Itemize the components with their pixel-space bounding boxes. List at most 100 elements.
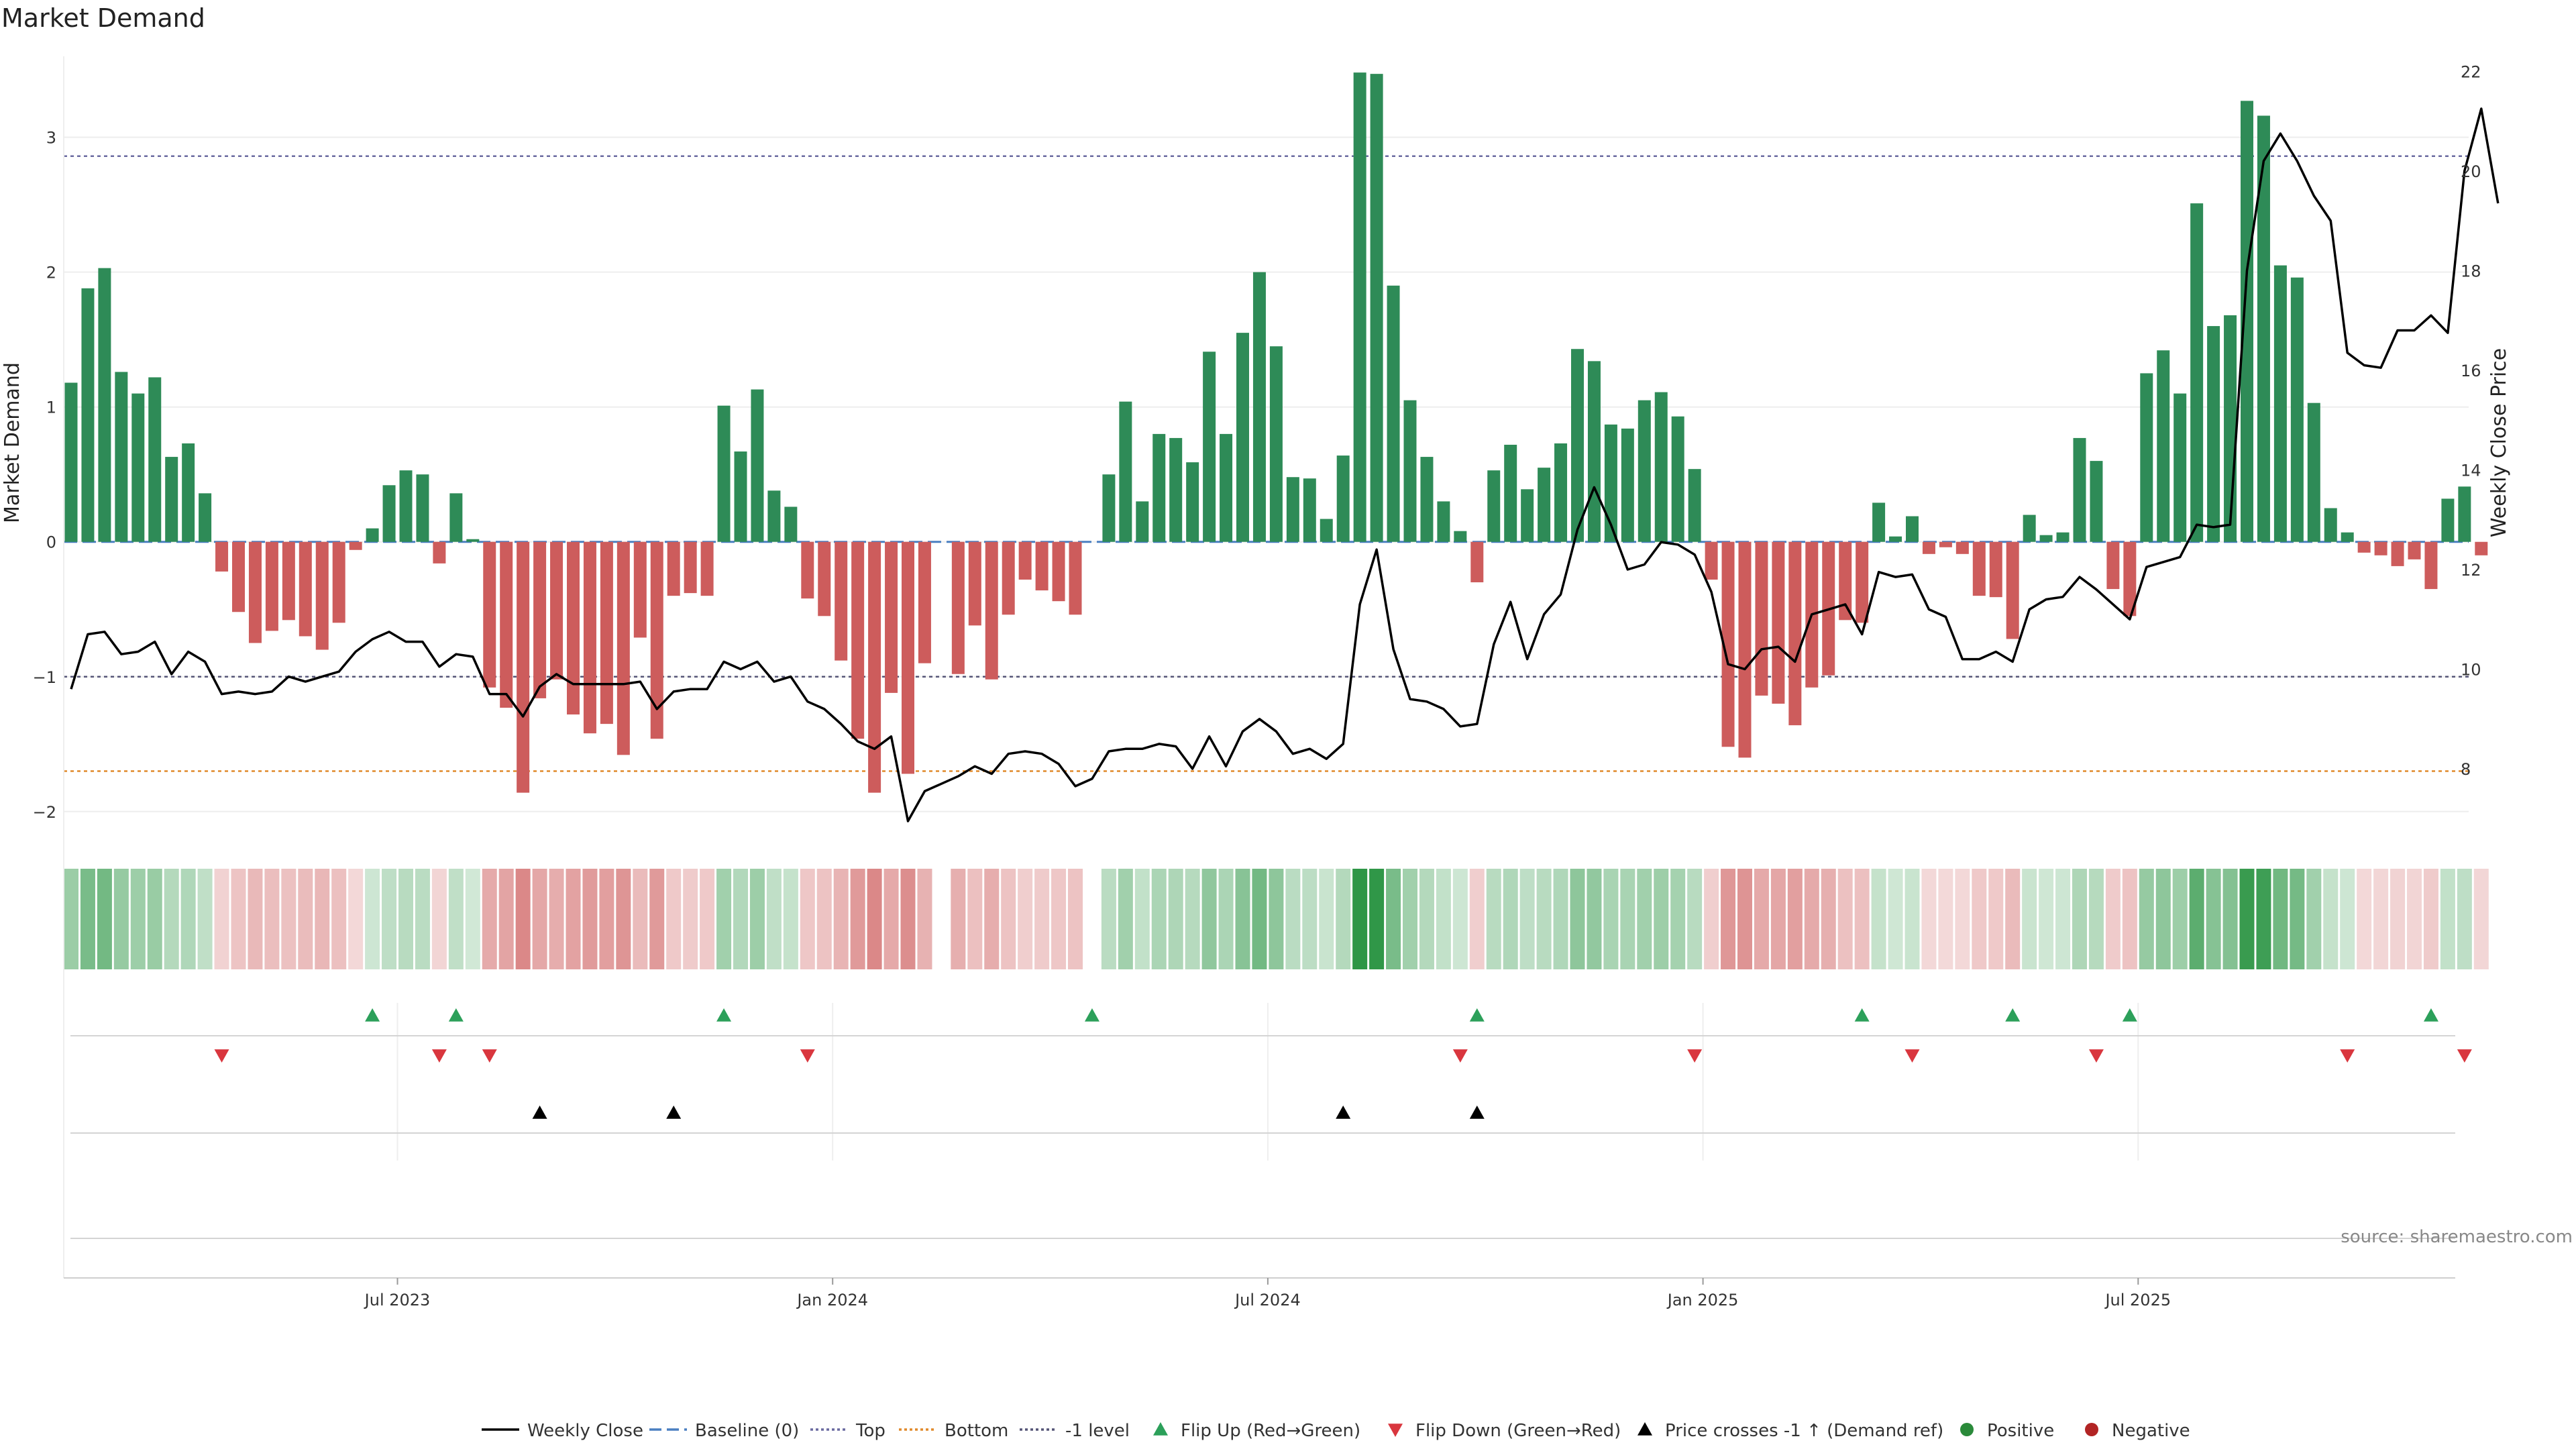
legend-label: Weekly Close	[527, 1421, 643, 1441]
demand-bar	[248, 541, 262, 643]
demand-bar	[851, 541, 865, 739]
demand-bar	[1989, 541, 2002, 598]
demand-bar	[1353, 72, 1366, 542]
heat-cell	[180, 869, 196, 969]
heat-cell	[248, 869, 263, 969]
demand-bar	[985, 541, 998, 680]
demand-bar	[2290, 277, 2304, 542]
left-tick-label: −2	[33, 803, 56, 822]
heat-cell	[515, 869, 531, 969]
flip-up-marker	[2005, 1008, 2021, 1022]
heat-cell	[2407, 869, 2422, 969]
legend-item: Weekly Close	[482, 1421, 643, 1441]
demand-bar	[2207, 326, 2220, 542]
heat-cell	[900, 869, 916, 969]
demand-bar	[700, 541, 714, 596]
demand-heat-strip	[64, 869, 2489, 969]
heat-cell	[1302, 869, 1318, 969]
demand-bar	[199, 493, 212, 542]
demand-bar	[1454, 531, 1467, 542]
demand-bar	[1788, 541, 1802, 726]
demand-bar	[1554, 443, 1568, 542]
demand-bar	[1102, 474, 1116, 542]
heat-cell	[315, 869, 330, 969]
heat-cell	[1068, 869, 1083, 969]
heat-cell	[1637, 869, 1652, 969]
demand-bar	[2006, 541, 2019, 639]
heat-cell	[2357, 869, 2372, 969]
demand-bar	[751, 389, 764, 542]
heat-cell	[348, 869, 364, 969]
demand-bar	[633, 541, 647, 638]
heat-cell	[97, 869, 112, 969]
demand-bar	[1705, 541, 1718, 580]
demand-bar	[2475, 541, 2488, 555]
demand-bar	[902, 541, 914, 774]
heat-cell	[130, 869, 146, 969]
demand-bar	[2391, 541, 2404, 566]
flip-down-marker	[2340, 1049, 2355, 1063]
heat-cell	[1854, 869, 1870, 969]
heat-cell	[1754, 869, 1769, 969]
demand-bar	[968, 541, 981, 626]
demand-bar	[315, 541, 329, 650]
flip-up-marker	[2423, 1008, 2438, 1022]
heat-cell	[2155, 869, 2171, 969]
heat-cell	[1904, 869, 1920, 969]
heat-cell	[1553, 869, 1568, 969]
demand-bar	[1152, 433, 1166, 542]
x-tick-label: Jan 2025	[1666, 1291, 1739, 1309]
demand-bar	[2106, 541, 2120, 590]
flip-down-marker	[482, 1049, 497, 1063]
heat-cell	[1436, 869, 1451, 969]
legend-swatch-dot	[1960, 1423, 1974, 1436]
demand-bar	[1755, 541, 1768, 696]
flip-down-marker	[431, 1049, 447, 1063]
demand-bar	[2073, 437, 2086, 542]
heat-cell	[566, 869, 581, 969]
demand-bar	[801, 541, 814, 599]
demand-bar	[1018, 541, 1032, 580]
demand-bar	[616, 541, 630, 755]
demand-bar	[1220, 433, 1233, 542]
heat-cell	[2139, 869, 2154, 969]
demand-bar	[835, 541, 848, 661]
legend-item: Baseline (0)	[649, 1421, 799, 1441]
legend-label: -1 level	[1065, 1421, 1130, 1441]
heat-cell	[482, 869, 497, 969]
price-line-group	[70, 107, 2500, 822]
heat-cell	[800, 869, 815, 969]
event-panels	[70, 1008, 2472, 1239]
demand-bar	[1052, 541, 1065, 602]
heat-cell	[80, 869, 95, 969]
legend-item: Flip Down (Green→Red)	[1388, 1421, 1621, 1441]
heat-cell	[1670, 869, 1686, 969]
left-tick-label: 2	[46, 264, 56, 282]
heat-cell	[1871, 869, 1886, 969]
legend-item: -1 level	[1020, 1421, 1130, 1441]
heat-cell	[1452, 869, 1468, 969]
heat-cell	[264, 869, 280, 969]
heat-cell	[616, 869, 631, 969]
heat-cell	[113, 869, 129, 969]
demand-bar	[1856, 541, 1869, 623]
legend-item: Negative	[2085, 1421, 2190, 1441]
flip-up-marker	[1854, 1008, 1870, 1022]
demand-bar	[600, 541, 613, 724]
demand-bar	[1638, 400, 1651, 542]
chart-title: Market Demand	[1, 3, 205, 33]
heat-cell	[549, 869, 564, 969]
heat-cell	[1101, 869, 1116, 969]
heat-cell	[2206, 869, 2221, 969]
heat-cell	[1352, 869, 1368, 969]
heat-cell	[2005, 869, 2021, 969]
heat-cell	[683, 869, 698, 969]
demand-bar	[1839, 541, 1852, 621]
demand-bar	[918, 541, 931, 663]
heat-cell	[582, 869, 598, 969]
demand-bar	[2374, 541, 2387, 555]
demand-bar	[1470, 541, 1484, 583]
heat-cell	[883, 869, 899, 969]
heat-cell	[1787, 869, 1803, 969]
heat-cell	[365, 869, 380, 969]
